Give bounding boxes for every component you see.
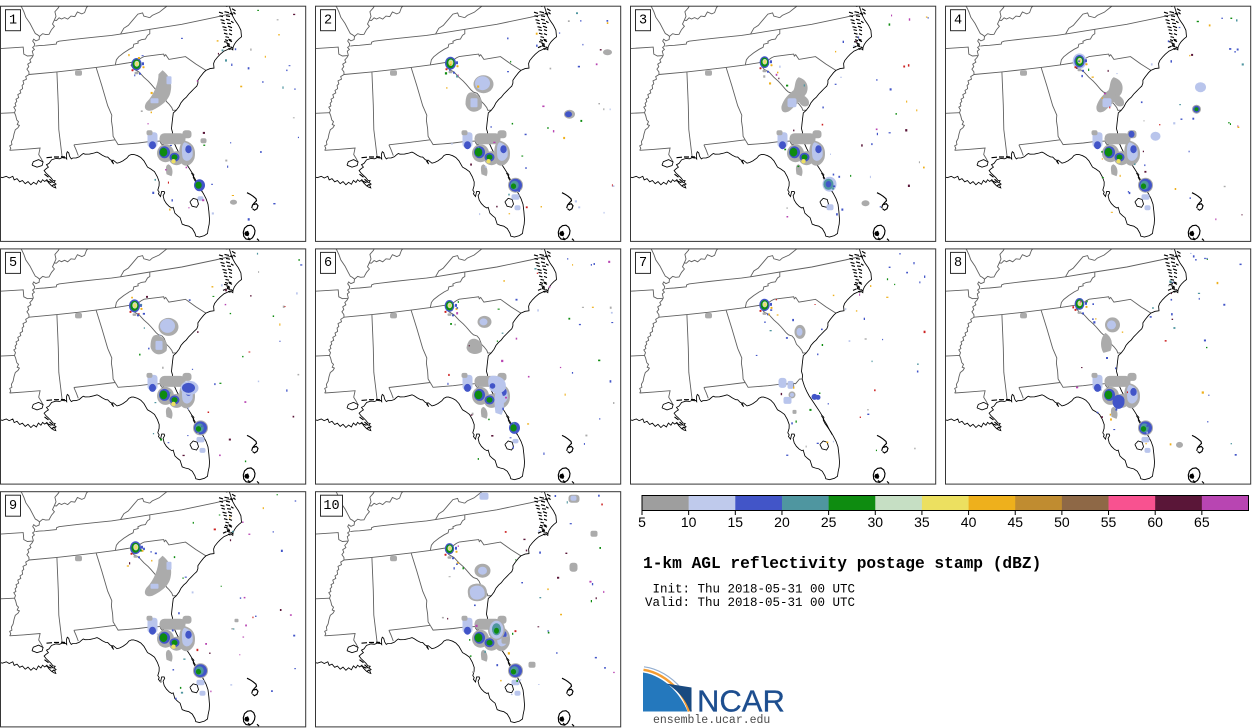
- svg-text:4: 4: [954, 13, 962, 28]
- svg-text:25: 25: [821, 514, 837, 530]
- svg-text:3: 3: [639, 13, 647, 28]
- svg-text:15: 15: [728, 514, 744, 530]
- svg-text:2: 2: [324, 13, 332, 28]
- svg-text:50: 50: [1054, 514, 1070, 530]
- svg-text:55: 55: [1101, 514, 1117, 530]
- svg-text:20: 20: [774, 514, 790, 530]
- svg-text:5: 5: [9, 256, 17, 271]
- svg-text:35: 35: [914, 514, 930, 530]
- svg-text:7: 7: [639, 256, 647, 271]
- svg-text:10: 10: [681, 514, 697, 530]
- svg-text:40: 40: [961, 514, 977, 530]
- svg-text:65: 65: [1194, 514, 1210, 530]
- svg-text:1-km AGL reflectivity postage: 1-km AGL reflectivity postage stamp (dBZ…: [643, 555, 1041, 573]
- svg-text:Init: Thu 2018-05-31 00 UTC: Init: Thu 2018-05-31 00 UTC: [645, 583, 855, 597]
- svg-text:ensemble.ucar.edu: ensemble.ucar.edu: [653, 714, 770, 727]
- svg-text:6: 6: [324, 256, 332, 271]
- svg-text:Valid: Thu 2018-05-31 00 UTC: Valid: Thu 2018-05-31 00 UTC: [645, 596, 855, 610]
- svg-text:45: 45: [1007, 514, 1023, 530]
- svg-text:10: 10: [323, 499, 339, 514]
- svg-text:9: 9: [9, 499, 17, 514]
- svg-text:1: 1: [9, 13, 17, 28]
- svg-text:8: 8: [954, 256, 962, 271]
- svg-text:30: 30: [867, 514, 883, 530]
- svg-text:60: 60: [1147, 514, 1163, 530]
- svg-text:5: 5: [638, 514, 646, 530]
- svg-text:NCAR: NCAR: [697, 684, 785, 719]
